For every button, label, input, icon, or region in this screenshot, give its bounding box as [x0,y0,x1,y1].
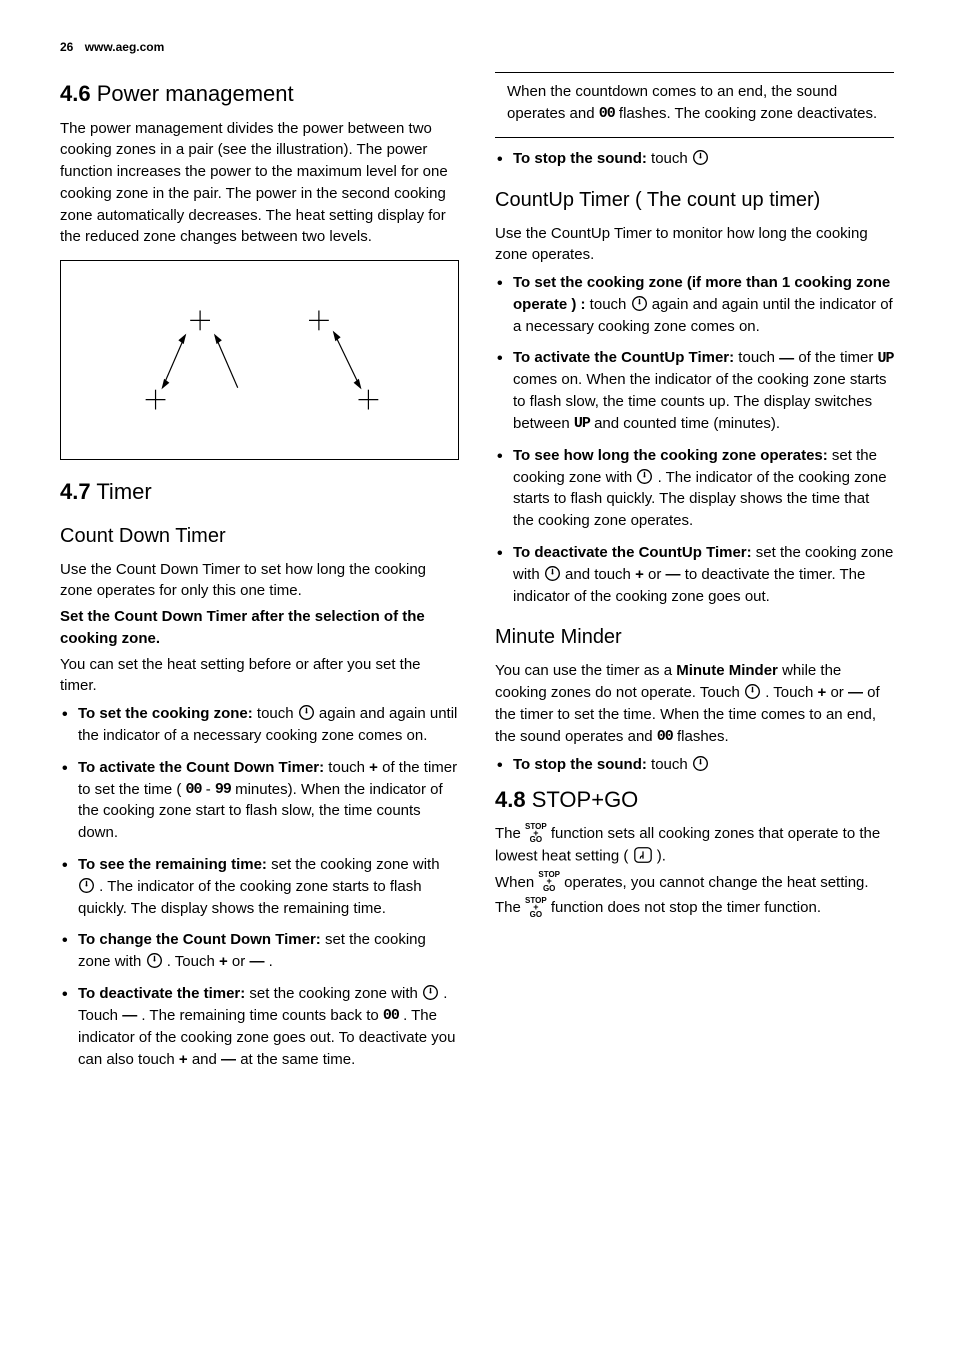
list-item: To deactivate the CountUp Timer: set the… [495,542,894,607]
stopgo-para-3: The STOP+GO function does not stop the t… [495,897,894,919]
clock-icon [146,951,163,973]
stopgo-icon: STOP+GO [525,824,547,844]
list-item: To activate the CountUp Timer: touch — o… [495,347,894,434]
clock-icon [631,294,648,316]
countdown-end-note: When the countdown comes to an end, the … [495,72,894,138]
stopgo-icon: STOP+GO [538,872,560,892]
minus-icon: — [848,682,863,704]
countdown-timer-list: To set the cooking zone: touch again and… [60,703,459,1071]
cdt-para-2: Set the Count Down Timer after the selec… [60,606,459,650]
left-column: 4.6 Power management The power managemen… [60,72,459,1081]
page-header: 26 www.aeg.com [60,40,894,54]
stopgo-para-1: The STOP+GO function sets all cooking zo… [495,823,894,868]
list-item: To set the cooking zone: touch again and… [60,703,459,747]
minus-icon: — [221,1049,236,1071]
minute-minder-title: Minute Minder [495,625,894,650]
clock-icon [78,876,95,898]
heat-setting-icon [633,845,653,868]
clock-icon [692,754,709,776]
minus-icon: — [249,951,264,973]
up-icon: UP [574,413,590,435]
plus-icon: + [179,1049,188,1071]
cdt-para-1: Use the Count Down Timer to set how long… [60,559,459,603]
countup-timer-title: CountUp Timer ( The count up timer) [495,188,894,213]
list-item: To see the remaining time: set the cooki… [60,854,459,919]
cdt-para-3: You can set the heat setting before or a… [60,654,459,698]
clock-icon [544,564,561,586]
clock-icon [636,467,653,489]
minus-icon: — [666,564,681,586]
right-column: When the countdown comes to an end, the … [495,72,894,1081]
minute-minder-para: You can use the timer as a Minute Minder… [495,660,894,747]
countup-para-1: Use the CountUp Timer to monitor how lon… [495,223,894,267]
clock-icon [744,682,761,704]
plus-icon: + [369,757,378,779]
power-zones-illustration [60,260,459,460]
clock-icon [692,148,709,170]
stopgo-icon: STOP+GO [525,898,547,918]
clock-icon [422,983,439,1005]
stop-sound-list-2: To stop the sound: touch [495,754,894,776]
header-url: www.aeg.com [85,40,165,54]
section-4-8-title: 4.8 STOP+GO [495,786,894,814]
list-item: To change the Count Down Timer: set the … [60,929,459,973]
minus-icon: — [779,348,794,370]
list-item: To activate the Count Down Timer: touch … [60,757,459,844]
clock-icon [298,703,315,725]
list-item: To stop the sound: touch [495,148,894,170]
doublezero-icon: 00 [599,103,615,125]
plus-icon: + [818,682,827,704]
section-4-6-title: 4.6 Power management [60,80,459,108]
section-4-6-body: The power management divides the power b… [60,118,459,249]
list-item: To deactivate the timer: set the cooking… [60,983,459,1070]
stop-sound-list-1: To stop the sound: touch [495,148,894,170]
plus-icon: + [219,951,228,973]
stopgo-para-2: When STOP+GO operates, you cannot change… [495,872,894,894]
countdown-timer-title: Count Down Timer [60,524,459,549]
page-number: 26 [60,40,73,54]
list-item: To set the cooking zone (if more than 1 … [495,272,894,337]
plus-icon: + [635,564,644,586]
section-4-7-title: 4.7 Timer [60,478,459,506]
up-icon: UP [878,348,894,370]
doublezero-icon: 00 [383,1005,399,1027]
minus-icon: — [122,1005,137,1027]
ninetynine-icon: 99 [215,779,231,801]
doublezero-icon: 00 [657,726,673,748]
countup-timer-list: To set the cooking zone (if more than 1 … [495,272,894,607]
list-item: To stop the sound: touch [495,754,894,776]
doublezero-icon: 00 [186,779,202,801]
two-column-layout: 4.6 Power management The power managemen… [60,72,894,1081]
list-item: To see how long the cooking zone operate… [495,445,894,532]
